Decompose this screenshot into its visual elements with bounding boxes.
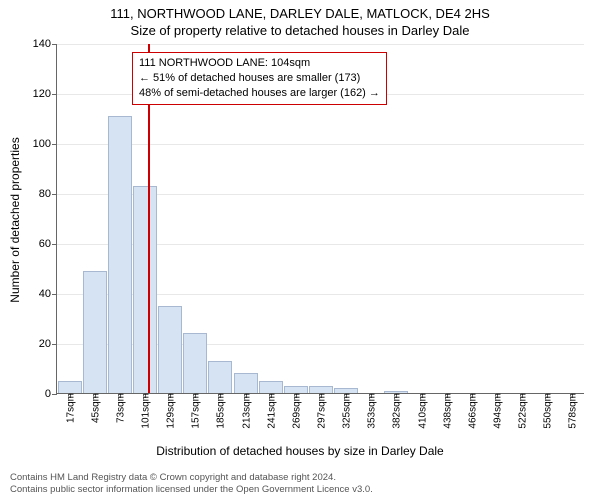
y-tick-mark (52, 344, 57, 345)
footer-line2: Contains public sector information licen… (10, 484, 373, 496)
footer-line1: Contains HM Land Registry data © Crown c… (10, 472, 373, 484)
histogram-bar (133, 186, 157, 394)
histogram-bar (234, 373, 258, 393)
y-tick-mark (52, 144, 57, 145)
histogram-bar (158, 306, 182, 394)
histogram-bar (284, 386, 308, 394)
x-tick-label: 157sqm (189, 393, 202, 429)
title-address: 111, NORTHWOOD LANE, DARLEY DALE, MATLOC… (0, 0, 600, 21)
x-tick-label: 325sqm (340, 393, 353, 429)
y-tick-mark (52, 44, 57, 45)
x-axis-label: Distribution of detached houses by size … (0, 444, 600, 458)
x-tick-label: 466sqm (465, 393, 478, 429)
histogram-bar (108, 116, 132, 394)
histogram-bar (83, 271, 107, 394)
histogram-bar (183, 333, 207, 393)
histogram-bar (309, 386, 333, 394)
y-axis-label: Number of detached properties (8, 137, 22, 302)
x-tick-label: 522sqm (516, 393, 529, 429)
annotation-line: ← 51% of detached houses are smaller (17… (139, 71, 380, 86)
x-tick-label: 73sqm (113, 393, 126, 423)
annotation-line: 111 NORTHWOOD LANE: 104sqm (139, 56, 380, 71)
plot-area: 02040608010012014017sqm45sqm73sqm101sqm1… (56, 44, 584, 394)
x-tick-label: 185sqm (214, 393, 227, 429)
x-tick-label: 129sqm (164, 393, 177, 429)
x-tick-label: 101sqm (139, 393, 152, 429)
annotation-box: 111 NORTHWOOD LANE: 104sqm← 51% of detac… (132, 52, 387, 105)
x-tick-label: 269sqm (289, 393, 302, 429)
x-tick-label: 353sqm (365, 393, 378, 429)
x-tick-label: 578sqm (566, 393, 579, 429)
gridline (57, 44, 584, 45)
title-subtitle: Size of property relative to detached ho… (0, 21, 600, 38)
chart-container: 111, NORTHWOOD LANE, DARLEY DALE, MATLOC… (0, 0, 600, 500)
x-tick-label: 550sqm (541, 393, 554, 429)
annotation-line: 48% of semi-detached houses are larger (… (139, 86, 380, 101)
x-tick-label: 494sqm (491, 393, 504, 429)
y-tick-mark (52, 394, 57, 395)
histogram-bar (58, 381, 82, 394)
x-tick-label: 297sqm (315, 393, 328, 429)
x-tick-label: 45sqm (88, 393, 101, 423)
x-tick-label: 17sqm (63, 393, 76, 423)
y-tick-mark (52, 294, 57, 295)
footer-attribution: Contains HM Land Registry data © Crown c… (10, 472, 373, 496)
x-tick-label: 382sqm (390, 393, 403, 429)
x-tick-label: 213sqm (239, 393, 252, 429)
y-tick-mark (52, 194, 57, 195)
y-tick-mark (52, 244, 57, 245)
histogram-bar (208, 361, 232, 394)
histogram-bar (259, 381, 283, 394)
x-tick-label: 438sqm (440, 393, 453, 429)
gridline (57, 144, 584, 145)
x-tick-label: 241sqm (264, 393, 277, 429)
x-tick-label: 410sqm (415, 393, 428, 429)
y-tick-mark (52, 94, 57, 95)
